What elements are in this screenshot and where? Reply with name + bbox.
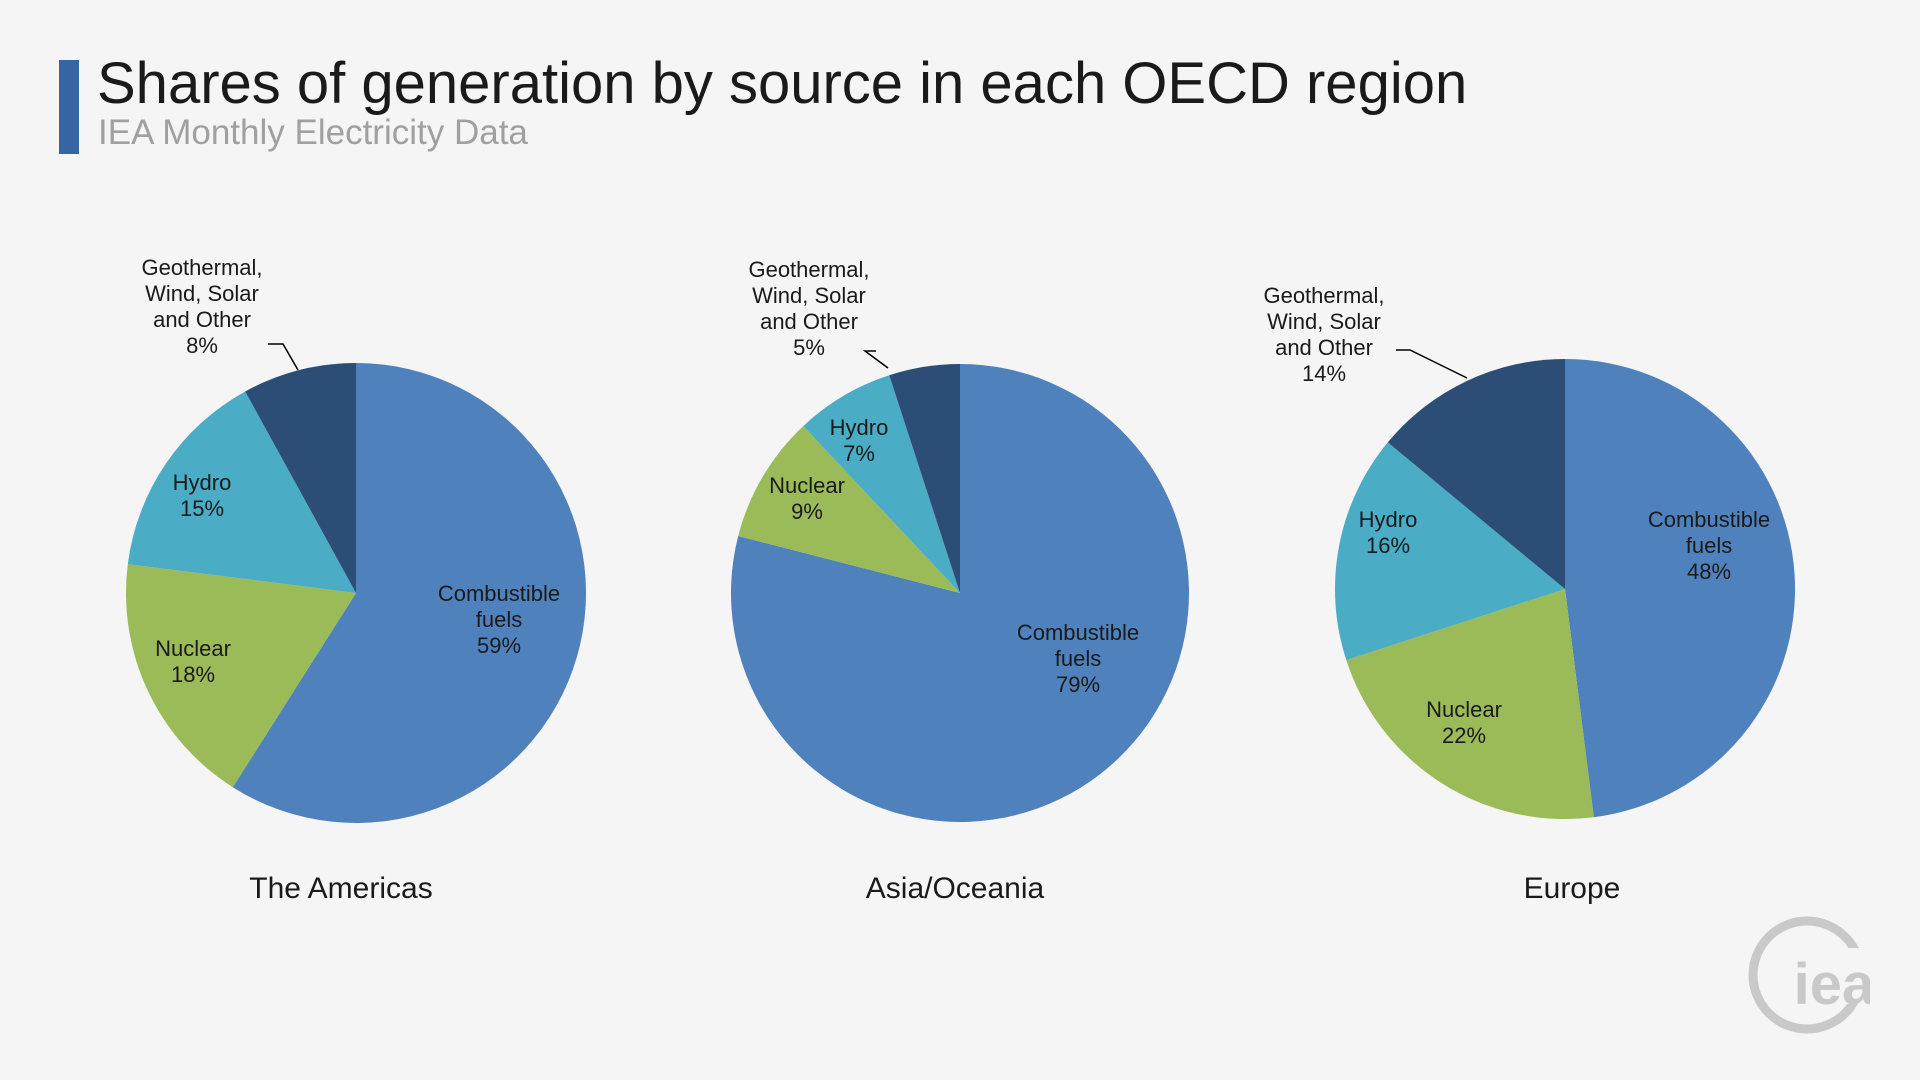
- data-label-line: Wind, Solar: [145, 281, 259, 306]
- data-label-line: 79%: [1056, 672, 1100, 697]
- data-label-line: 48%: [1687, 559, 1731, 584]
- data-label-geothermal-wind-solar-and-other: Geothermal, Wind, Solar and Other 8%: [141, 255, 262, 358]
- data-label-combustible-fuels: Combustible fuels 79%: [1017, 620, 1139, 697]
- data-label-geothermal-wind-solar-and-other: Geothermal, Wind, Solar and Other 5%: [748, 257, 869, 360]
- logo-wordmark: iea: [1794, 952, 1870, 1017]
- iea-logo: iea: [1748, 916, 1870, 1034]
- title-accent-bar: [59, 60, 79, 154]
- data-label-line: 59%: [477, 633, 521, 658]
- data-label-line: and Other: [1275, 335, 1373, 360]
- data-label-line: 7%: [843, 441, 875, 466]
- data-label-line: fuels: [1055, 646, 1101, 671]
- data-label-line: and Other: [153, 307, 251, 332]
- data-label-line: Nuclear: [1426, 697, 1502, 722]
- data-label-combustible-fuels: Combustible fuels 59%: [438, 581, 560, 658]
- data-label-line: Combustible: [1648, 507, 1770, 532]
- data-label-line: Combustible: [1017, 620, 1139, 645]
- page-title: Shares of generation by source in each O…: [97, 51, 1468, 116]
- data-label-line: Geothermal,: [141, 255, 262, 280]
- pie-slice-nuclear: [1346, 589, 1594, 820]
- chart-title-the-americas: The Americas: [249, 872, 432, 905]
- data-label-line: 5%: [793, 335, 825, 360]
- data-label-line: Nuclear: [769, 473, 845, 498]
- pie-chart-asia-oceania: Combustible fuels 79% Nuclear 9% Hydro 7% Geoth…: [730, 257, 1189, 905]
- data-label-line: Hydro: [173, 470, 232, 495]
- pie-slice-combustible-fuels: [730, 364, 1189, 823]
- pie-slice-hydro: [1335, 442, 1565, 661]
- pie-slice-nuclear: [738, 426, 960, 593]
- data-label-line: Nuclear: [155, 636, 231, 661]
- data-label-hydro: Hydro 16%: [1359, 507, 1418, 558]
- data-label-line: 9%: [791, 499, 823, 524]
- data-label-geothermal-wind-solar-and-other: Geothermal, Wind, Solar and Other 14%: [1263, 283, 1384, 386]
- pie-slice-geothermal-wind-solar-and-other: [1387, 359, 1565, 589]
- data-label-hydro: Hydro 7%: [830, 415, 889, 466]
- data-label-line: fuels: [476, 607, 522, 632]
- chart-title-asia-oceania: Asia/Oceania: [866, 872, 1045, 905]
- data-label-line: Combustible: [438, 581, 560, 606]
- data-label-combustible-fuels: Combustible fuels 48%: [1648, 507, 1770, 584]
- data-label-nuclear: Nuclear 9%: [769, 473, 845, 524]
- pie-slice-geothermal-wind-solar-and-other: [889, 364, 960, 593]
- data-label-line: fuels: [1686, 533, 1732, 558]
- data-label-line: Wind, Solar: [1267, 309, 1381, 334]
- data-label-line: Hydro: [1359, 507, 1418, 532]
- leader-line: [268, 343, 299, 371]
- pie-chart-europe: Combustible fuels 48% Nuclear 22% Hydro 16% Geo…: [1263, 283, 1796, 905]
- pie-slice-combustible-fuels: [232, 363, 586, 823]
- leader-line: [1396, 349, 1468, 379]
- data-label-nuclear: Nuclear 22%: [1426, 697, 1502, 748]
- pie-slice-hydro: [803, 375, 960, 593]
- leader-line: [862, 350, 889, 369]
- logo-ring-gap: [1790, 948, 1870, 1004]
- data-label-line: Hydro: [830, 415, 889, 440]
- pie-slice-nuclear: [125, 564, 356, 788]
- data-label-line: Geothermal,: [748, 257, 869, 282]
- data-label-hydro: Hydro 15%: [173, 470, 232, 521]
- data-label-line: 14%: [1302, 361, 1346, 386]
- data-label-line: 22%: [1442, 723, 1486, 748]
- pie-slice-geothermal-wind-solar-and-other: [245, 363, 356, 593]
- data-label-line: 15%: [180, 496, 224, 521]
- data-label-line: 18%: [171, 662, 215, 687]
- pie-slice-hydro: [127, 391, 356, 593]
- chart-title-europe: Europe: [1524, 872, 1621, 905]
- page-subtitle: IEA Monthly Electricity Data: [98, 113, 528, 152]
- data-label-line: 16%: [1366, 533, 1410, 558]
- data-label-line: Wind, Solar: [752, 283, 866, 308]
- data-label-line: Geothermal,: [1263, 283, 1384, 308]
- data-label-line: and Other: [760, 309, 858, 334]
- pie-slice-combustible-fuels: [1565, 359, 1796, 818]
- pie-chart-the-americas: Combustible fuels 59% Nuclear 18% Hydro 15% Geo…: [125, 255, 586, 905]
- data-label-nuclear: Nuclear 18%: [155, 636, 231, 687]
- data-label-line: 8%: [186, 333, 218, 358]
